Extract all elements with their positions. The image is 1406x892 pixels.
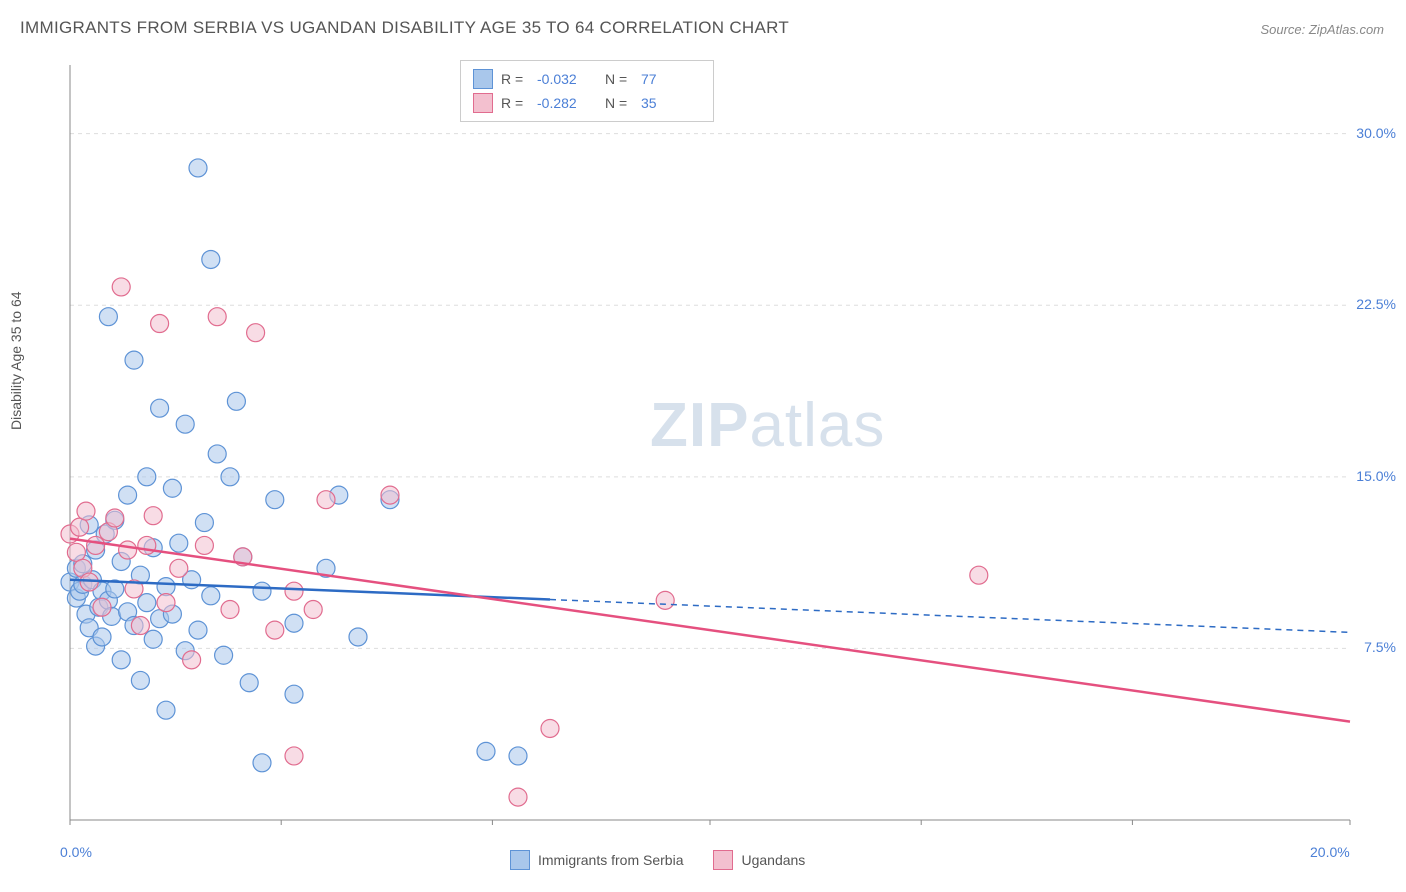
- legend-swatch: [510, 850, 530, 870]
- x-tick-label: 20.0%: [1310, 844, 1350, 860]
- legend-row: R = -0.282 N = 35: [473, 91, 701, 115]
- legend-r-value: -0.032: [537, 71, 597, 87]
- chart-area: [50, 55, 1380, 825]
- y-tick-label: 15.0%: [1356, 468, 1396, 484]
- legend-r-label: R =: [501, 95, 529, 111]
- series-legend: Immigrants from Serbia Ugandans: [510, 850, 805, 870]
- legend-swatch: [473, 69, 493, 89]
- legend-r-label: R =: [501, 71, 529, 87]
- legend-label: Ugandans: [741, 852, 805, 868]
- y-tick-label: 30.0%: [1356, 125, 1396, 141]
- chart-title: IMMIGRANTS FROM SERBIA VS UGANDAN DISABI…: [20, 18, 789, 38]
- legend-swatch: [713, 850, 733, 870]
- legend-n-value: 35: [641, 95, 701, 111]
- y-tick-label: 22.5%: [1356, 296, 1396, 312]
- legend-n-label: N =: [605, 71, 633, 87]
- legend-n-value: 77: [641, 71, 701, 87]
- legend-r-value: -0.282: [537, 95, 597, 111]
- y-axis-label: Disability Age 35 to 64: [8, 291, 24, 430]
- legend-label: Immigrants from Serbia: [538, 852, 683, 868]
- legend-n-label: N =: [605, 95, 633, 111]
- x-tick-label: 0.0%: [60, 844, 92, 860]
- scatter-chart-svg: [50, 55, 1380, 825]
- legend-item: Immigrants from Serbia: [510, 850, 683, 870]
- source-attribution: Source: ZipAtlas.com: [1260, 22, 1384, 37]
- correlation-legend: R = -0.032 N = 77 R = -0.282 N = 35: [460, 60, 714, 122]
- legend-swatch: [473, 93, 493, 113]
- y-tick-label: 7.5%: [1364, 639, 1396, 655]
- legend-row: R = -0.032 N = 77: [473, 67, 701, 91]
- legend-item: Ugandans: [713, 850, 805, 870]
